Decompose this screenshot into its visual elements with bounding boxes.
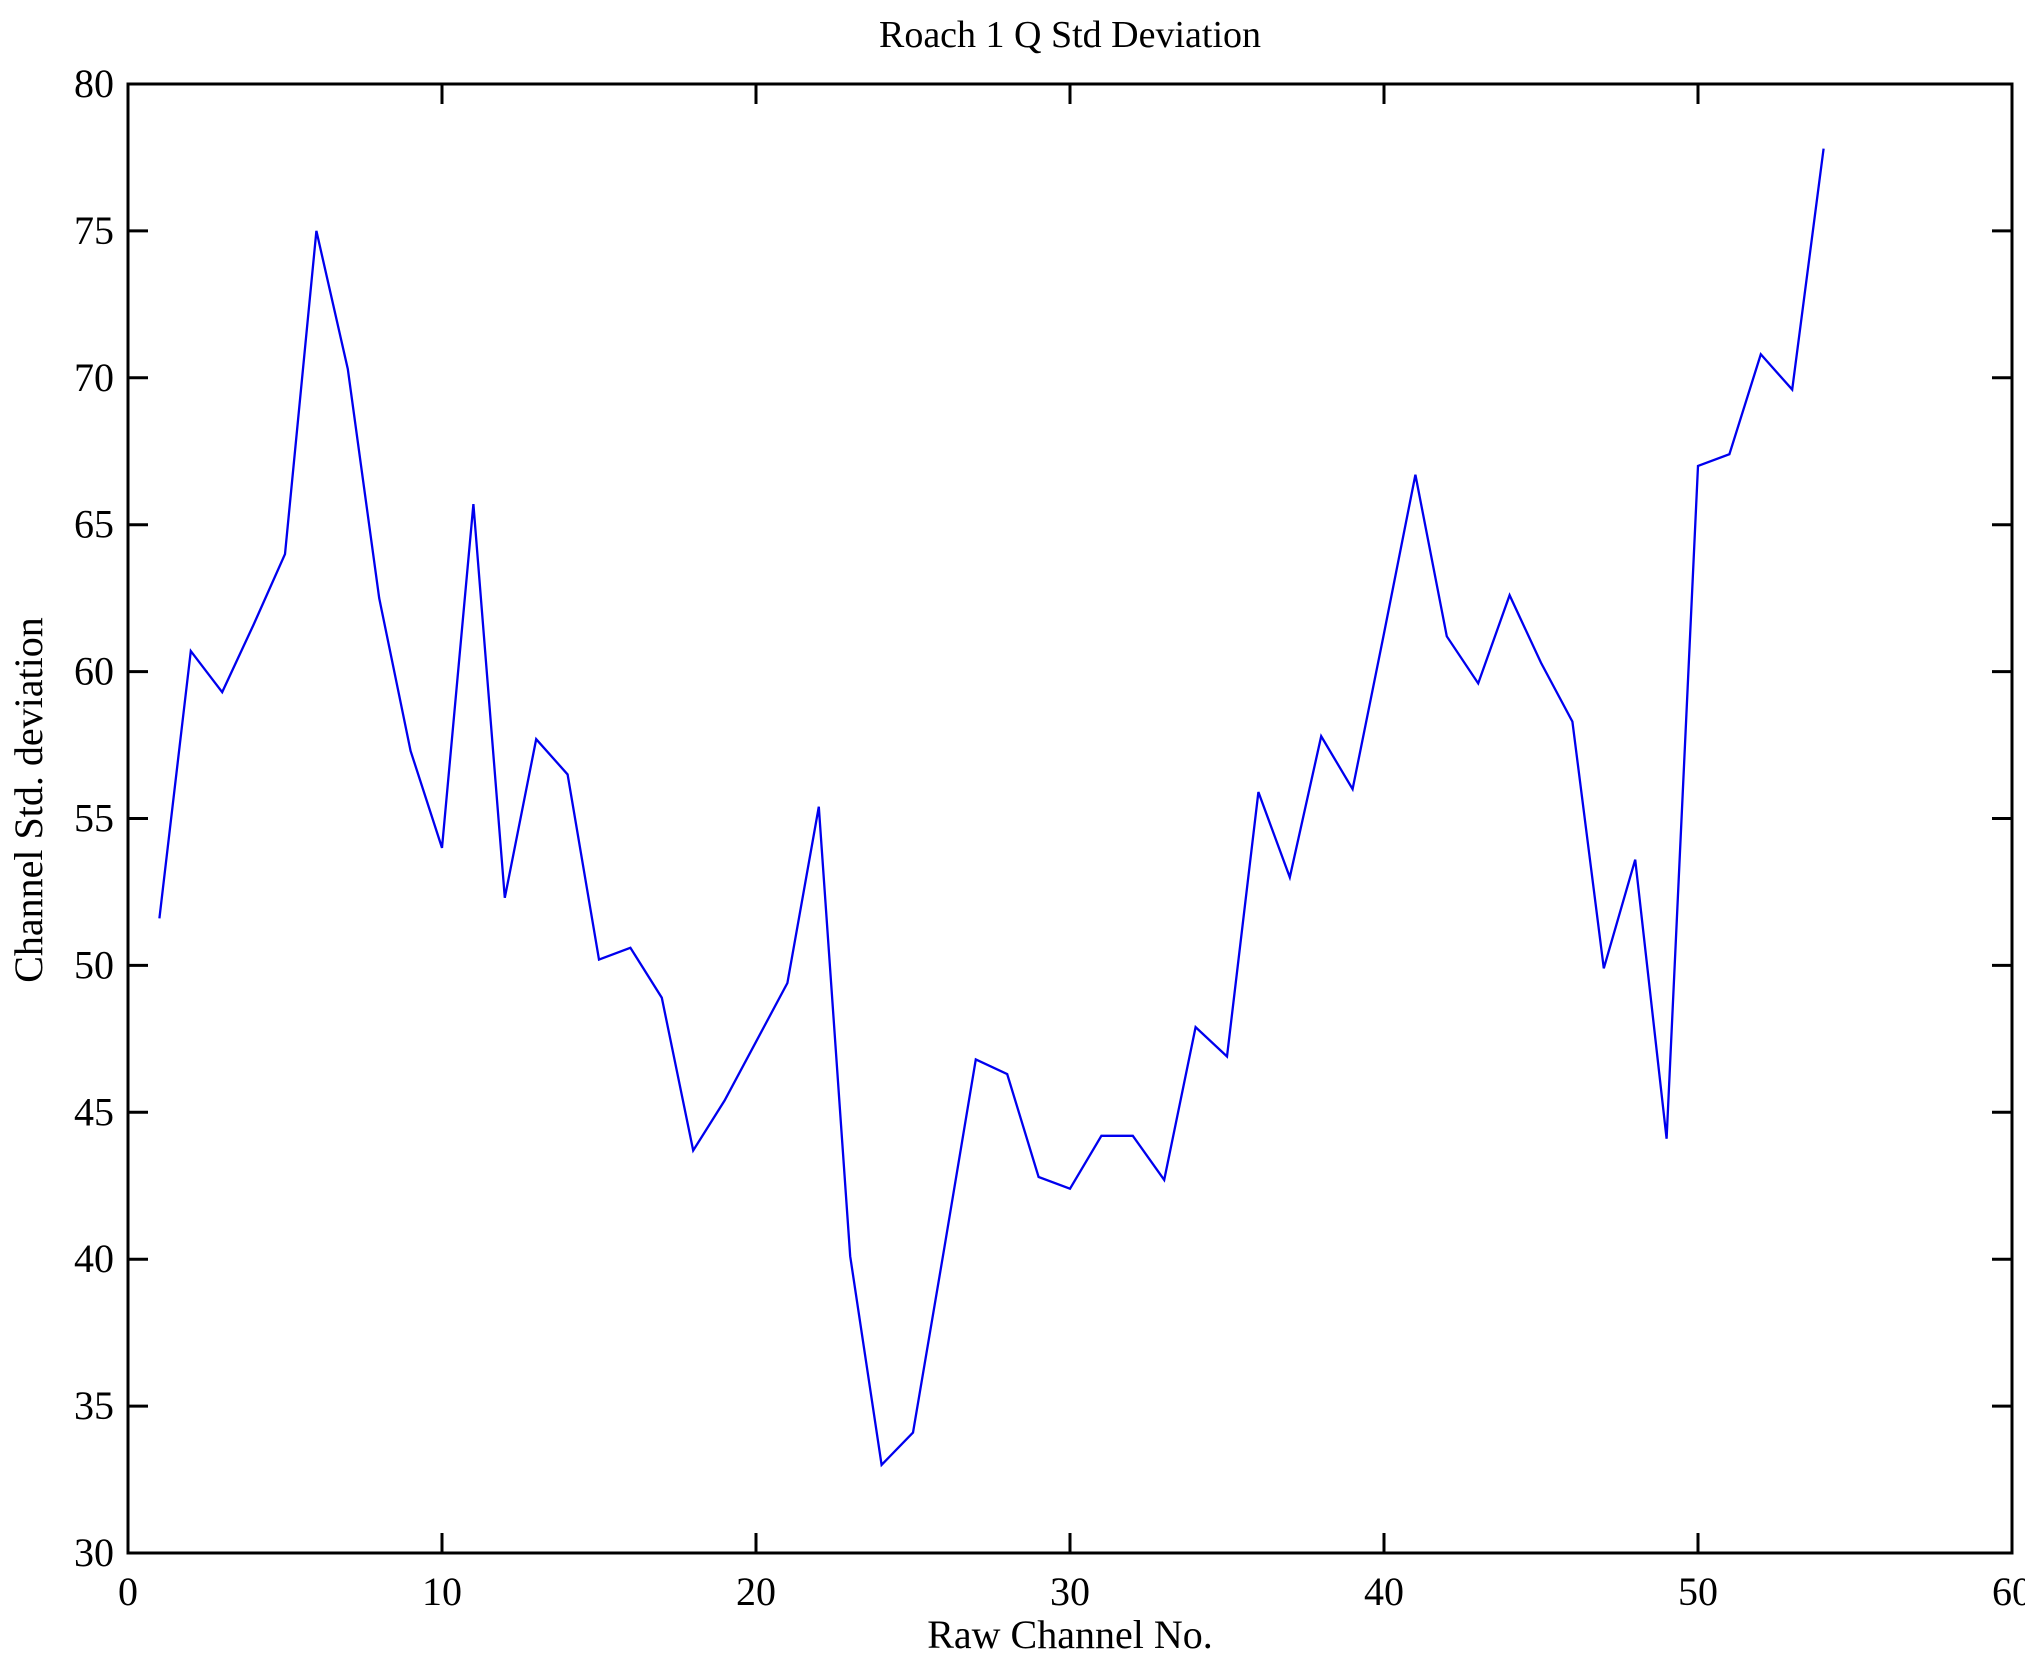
y-tick-label: 50 bbox=[74, 942, 114, 987]
y-tick-label: 65 bbox=[74, 502, 114, 547]
y-tick-label: 80 bbox=[74, 61, 114, 106]
data-series bbox=[158, 148, 1825, 1468]
y-tick-label: 55 bbox=[74, 796, 114, 841]
x-tick-label: 30 bbox=[1050, 1569, 1090, 1614]
x-tick-label: 50 bbox=[1678, 1569, 1718, 1614]
y-tick-label: 45 bbox=[74, 1089, 114, 1134]
x-axis-label: Raw Channel No. bbox=[927, 1612, 1213, 1657]
x-tick-label: 0 bbox=[118, 1569, 138, 1614]
y-axis-label: Channel Std. deviation bbox=[6, 617, 51, 983]
y-tick-label: 35 bbox=[74, 1383, 114, 1428]
y-tick-label: 75 bbox=[74, 208, 114, 253]
x-tick-label: 40 bbox=[1364, 1569, 1404, 1614]
x-tick-label: 10 bbox=[422, 1569, 462, 1614]
y-tick-label: 70 bbox=[74, 355, 114, 400]
tick-labels: 0 10 20 30 40 50 60 30 35 40 45 50 55 60 65 70 75 80 bbox=[74, 61, 2025, 1614]
x-tick-label: 20 bbox=[736, 1569, 776, 1614]
chart-title: Roach 1 Q Std Deviation bbox=[879, 14, 1261, 56]
x-tick-label: 60 bbox=[1992, 1569, 2025, 1614]
tick-marks bbox=[126, 82, 2014, 1555]
series-line bbox=[158, 148, 1825, 1468]
y-tick-label: 30 bbox=[74, 1530, 114, 1575]
y-tick-label: 40 bbox=[74, 1236, 114, 1281]
axis-frame bbox=[126, 82, 2014, 1555]
y-tick-label: 60 bbox=[74, 649, 114, 694]
plot-box bbox=[126, 82, 2014, 1555]
